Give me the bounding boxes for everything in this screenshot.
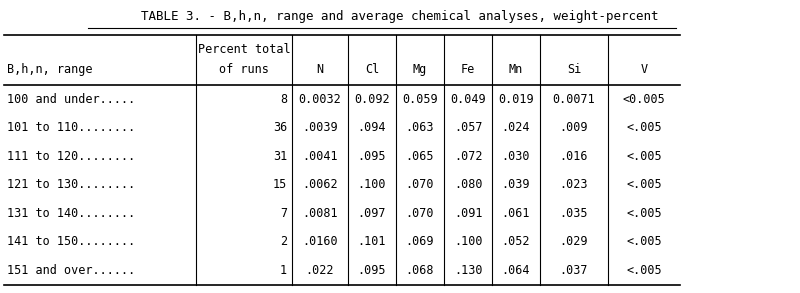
Text: B,h,n, range: B,h,n, range [7,63,93,76]
Text: Fe: Fe [461,63,475,76]
Text: .039: .039 [502,178,530,191]
Text: .029: .029 [560,236,588,248]
Text: 151 and over......: 151 and over...... [7,264,135,277]
Text: Mn: Mn [509,63,523,76]
Text: 0.059: 0.059 [402,93,438,106]
Text: 0.0071: 0.0071 [553,93,595,106]
Text: .009: .009 [560,121,588,134]
Text: .0081: .0081 [302,207,338,220]
Text: .095: .095 [358,264,386,277]
Text: .063: .063 [406,121,434,134]
Text: .100: .100 [358,178,386,191]
Text: Mg: Mg [413,63,427,76]
Text: .097: .097 [358,207,386,220]
Text: .0041: .0041 [302,150,338,163]
Text: .023: .023 [560,178,588,191]
Text: <.005: <.005 [626,236,662,248]
Text: of runs: of runs [219,63,269,76]
Text: .0039: .0039 [302,121,338,134]
Text: .052: .052 [502,236,530,248]
Text: .072: .072 [454,150,482,163]
Text: .068: .068 [406,264,434,277]
Text: 111 to 120........: 111 to 120........ [7,150,135,163]
Text: 0.092: 0.092 [354,93,390,106]
Text: 121 to 130........: 121 to 130........ [7,178,135,191]
Text: <.005: <.005 [626,121,662,134]
Text: .100: .100 [454,236,482,248]
Text: Percent total: Percent total [198,43,290,56]
Text: 141 to 150........: 141 to 150........ [7,236,135,248]
Text: 1: 1 [280,264,287,277]
Text: .095: .095 [358,150,386,163]
Text: .016: .016 [560,150,588,163]
Text: .035: .035 [560,207,588,220]
Text: 0.0032: 0.0032 [298,93,342,106]
Text: 0.019: 0.019 [498,93,534,106]
Text: <.005: <.005 [626,150,662,163]
Text: .080: .080 [454,178,482,191]
Text: 36: 36 [273,121,287,134]
Text: .069: .069 [406,236,434,248]
Text: 100 and under.....: 100 and under..... [7,93,135,106]
Text: <.005: <.005 [626,207,662,220]
Text: .130: .130 [454,264,482,277]
Text: V: V [641,63,647,76]
Text: Si: Si [567,63,581,76]
Text: TABLE 3. - B,h,n, range and average chemical analyses, weight-percent: TABLE 3. - B,h,n, range and average chem… [142,10,658,23]
Text: .061: .061 [502,207,530,220]
Text: .064: .064 [502,264,530,277]
Text: .091: .091 [454,207,482,220]
Text: 0.049: 0.049 [450,93,486,106]
Text: .022: .022 [306,264,334,277]
Text: 8: 8 [280,93,287,106]
Text: .030: .030 [502,150,530,163]
Text: .065: .065 [406,150,434,163]
Text: .101: .101 [358,236,386,248]
Text: 101 to 110........: 101 to 110........ [7,121,135,134]
Text: .094: .094 [358,121,386,134]
Text: N: N [317,63,323,76]
Text: <.005: <.005 [626,178,662,191]
Text: 131 to 140........: 131 to 140........ [7,207,135,220]
Text: 2: 2 [280,236,287,248]
Text: .0062: .0062 [302,178,338,191]
Text: .057: .057 [454,121,482,134]
Text: <.005: <.005 [626,264,662,277]
Text: 7: 7 [280,207,287,220]
Text: Cl: Cl [365,63,379,76]
Text: <0.005: <0.005 [622,93,666,106]
Text: .0160: .0160 [302,236,338,248]
Text: .024: .024 [502,121,530,134]
Text: .037: .037 [560,264,588,277]
Text: 31: 31 [273,150,287,163]
Text: 15: 15 [273,178,287,191]
Text: .070: .070 [406,207,434,220]
Text: .070: .070 [406,178,434,191]
